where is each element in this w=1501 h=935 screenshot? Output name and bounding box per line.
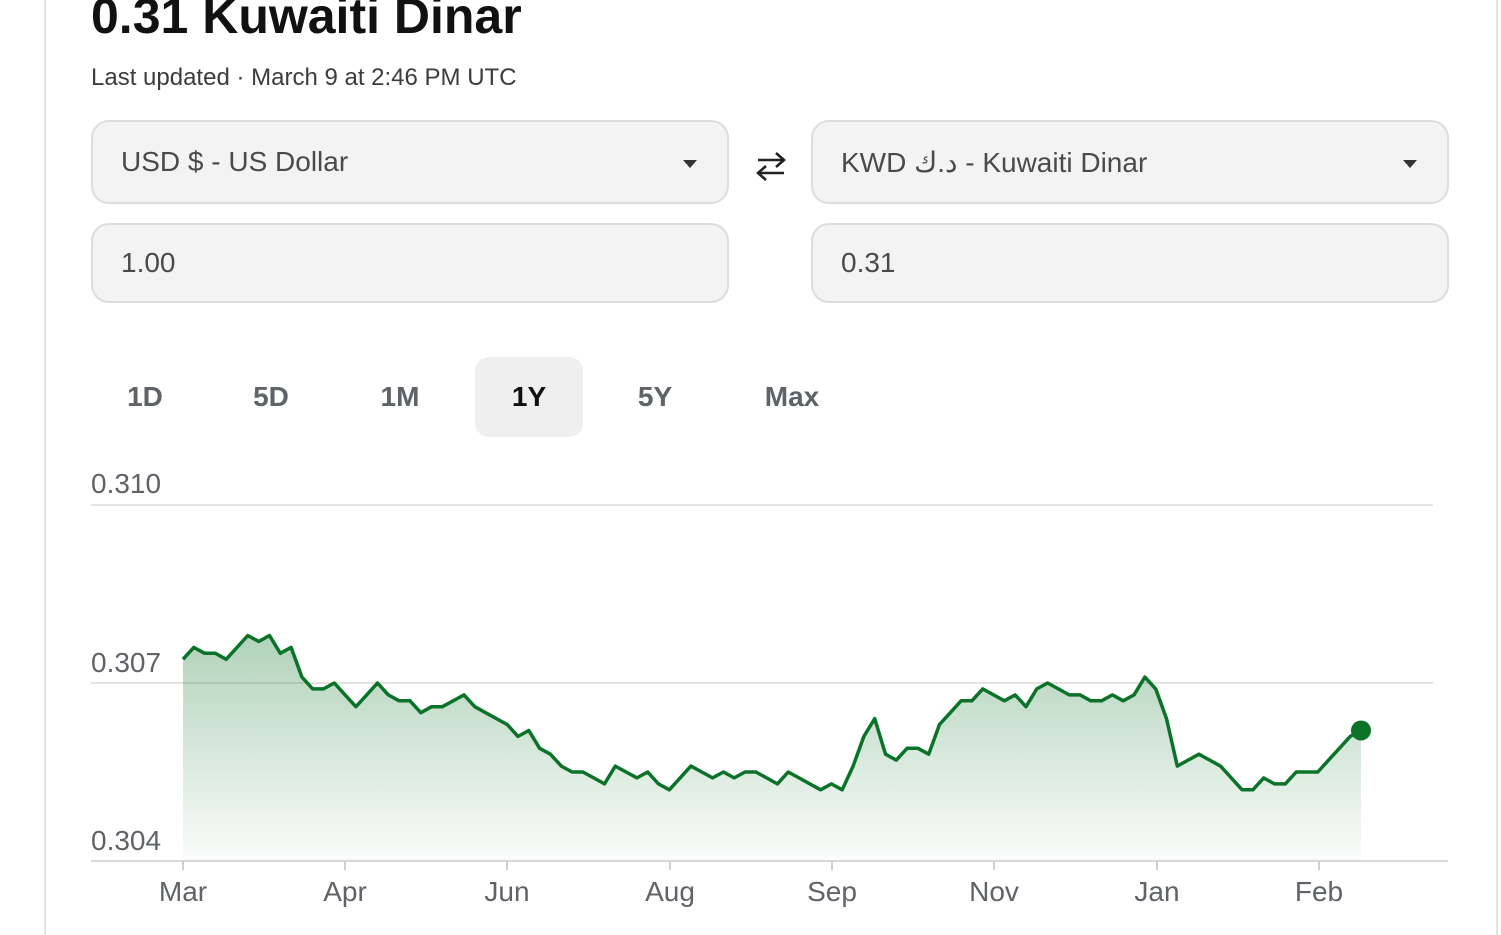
- from-currency-select[interactable]: USD $ - US Dollar: [91, 120, 729, 204]
- x-tick-label: Sep: [807, 876, 857, 907]
- x-tick-label: Nov: [969, 876, 1019, 907]
- range-tab-max[interactable]: Max: [764, 381, 820, 412]
- range-tab-1m[interactable]: 1M: [380, 381, 420, 412]
- x-tick-label: Jun: [484, 876, 530, 907]
- chevron-down-icon: [1403, 160, 1417, 168]
- range-tab-5y[interactable]: 5Y: [637, 381, 673, 412]
- latest-point-marker: [1351, 720, 1371, 741]
- from-currency-label: USD $ - US Dollar: [121, 146, 349, 177]
- frame-border-right: [1496, 0, 1498, 935]
- from-amount-input[interactable]: 1.00: [91, 223, 729, 303]
- conversion-result-headline: 0.31 Kuwaiti Dinar: [91, 0, 522, 44]
- chevron-down-icon: [683, 160, 697, 168]
- x-tick-label: Feb: [1294, 876, 1344, 907]
- x-tick-label: Aug: [645, 876, 695, 907]
- series-area: [183, 635, 1361, 861]
- from-amount-value: 1.00: [121, 247, 176, 278]
- to-currency-select[interactable]: KWD د.ك - Kuwaiti Dinar: [811, 120, 1449, 204]
- x-tick-label: Apr: [323, 876, 367, 907]
- range-tab-1d[interactable]: 1D: [127, 381, 163, 412]
- x-tick-label: Jan: [1134, 876, 1180, 907]
- frame-border-left: [44, 0, 46, 935]
- range-tab-5d[interactable]: 5D: [253, 381, 289, 412]
- range-tab-1y[interactable]: 1Y: [475, 357, 583, 437]
- y-tick-label: 0.310: [91, 468, 162, 499]
- y-tick-label: 0.304: [91, 825, 162, 856]
- x-tick-label: Mar: [158, 876, 208, 907]
- to-currency-label: KWD د.ك - Kuwaiti Dinar: [841, 146, 1148, 178]
- series-line: [181, 633, 1362, 792]
- y-tick-label: 0.307: [91, 647, 162, 678]
- to-amount-input[interactable]: 0.31: [811, 223, 1449, 303]
- to-amount-value: 0.31: [841, 247, 896, 278]
- swap-arrows-icon[interactable]: [752, 146, 790, 186]
- last-updated-text: Last updated · March 9 at 2:46 PM UTC: [91, 64, 517, 91]
